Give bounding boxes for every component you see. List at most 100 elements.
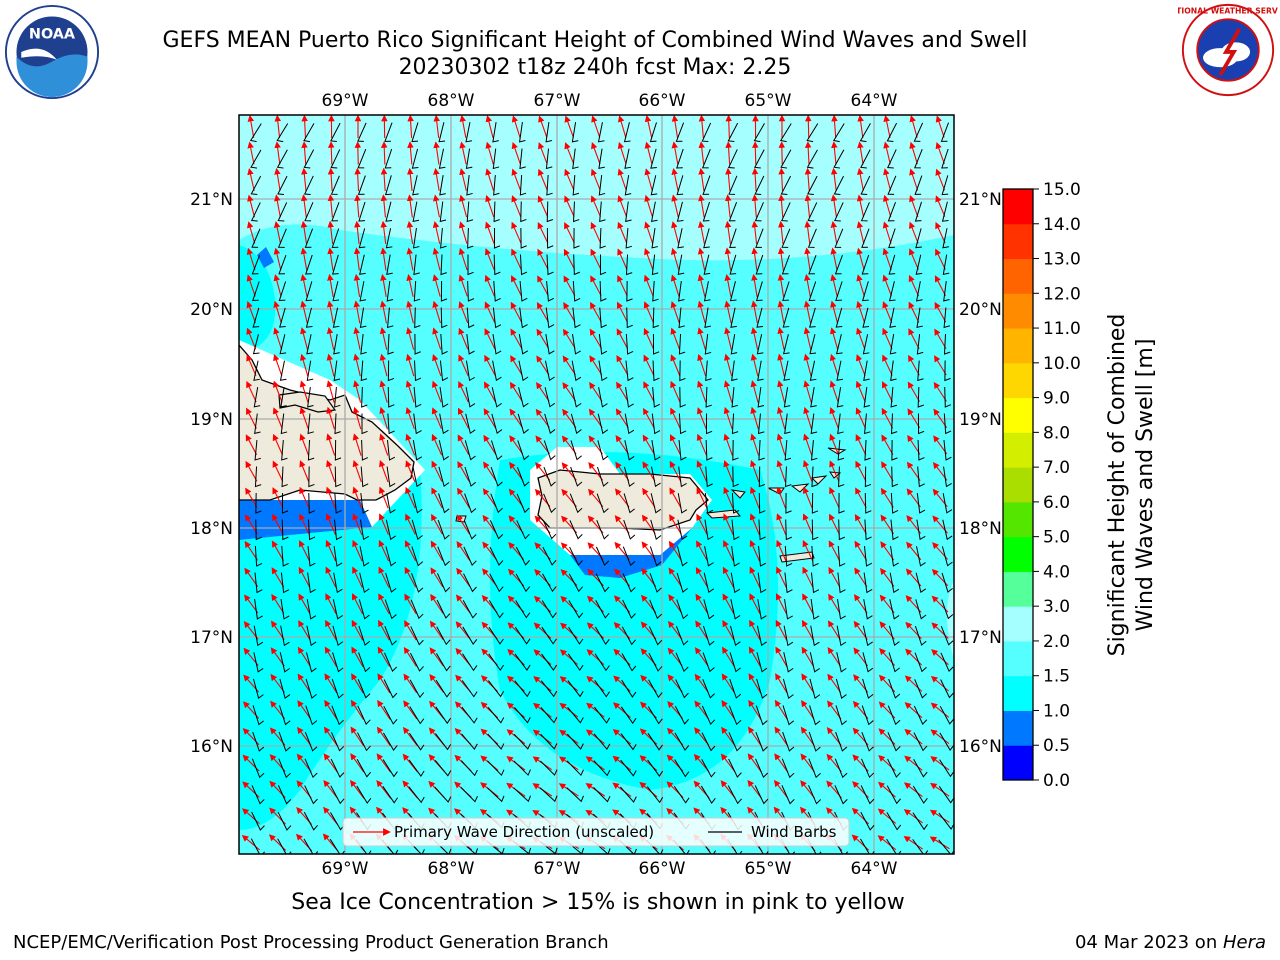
colorbar-segment (1003, 397, 1033, 433)
wave-direction-arrow (352, 406, 362, 430)
wind-barb (944, 386, 951, 408)
wave-direction-arrow (749, 513, 760, 535)
wind-barb (941, 201, 949, 222)
wind-barb (783, 387, 791, 408)
wind-barb (303, 811, 318, 831)
wave-direction-arrow (327, 220, 335, 244)
wind-barb (890, 360, 897, 382)
wave-direction-arrow (904, 728, 923, 745)
wave-direction-arrow (616, 328, 629, 350)
wind-barb (306, 625, 317, 647)
wave-direction-arrow (612, 755, 632, 771)
wave-direction-arrow (908, 248, 919, 270)
wind-barb (568, 600, 584, 619)
wave-direction-arrow (378, 619, 390, 641)
colorbar-segment (1003, 432, 1033, 468)
wave-direction-arrow (750, 486, 760, 509)
wave-direction-arrow (882, 354, 893, 376)
wave-direction-arrow (612, 702, 631, 718)
wind-barb (651, 228, 658, 249)
lat-ticks-right: 21°N 20°N 19°N 18°N 17°N 16°N (959, 190, 1002, 757)
wind-barb (620, 786, 637, 803)
wind-barb (917, 466, 925, 488)
wave-direction-arrow (698, 115, 706, 139)
wave-direction-arrow (857, 115, 864, 138)
colorbar-tick-label: 4.0 (1043, 562, 1070, 582)
wind-barb (387, 307, 394, 329)
wave-direction-arrow (563, 302, 576, 323)
wave-direction-arrow (457, 487, 470, 508)
wave-direction-arrow (751, 220, 759, 245)
wind-barb (488, 626, 504, 645)
wind-barb (254, 599, 263, 620)
wind-barb (943, 440, 952, 461)
wave-direction-arrow (297, 700, 312, 720)
wind-barb (676, 572, 688, 593)
wind-barb (808, 254, 817, 275)
wind-barb (838, 492, 845, 514)
wind-barb (808, 785, 822, 805)
wind-barb (516, 493, 530, 514)
wave-direction-arrow (803, 380, 812, 403)
wind-barb (732, 439, 739, 461)
wind-barb (835, 705, 847, 726)
wind-barb (360, 334, 367, 355)
wind-barb (677, 228, 684, 249)
wind-barb (493, 174, 500, 196)
wave-direction-arrow (537, 221, 549, 244)
wind-barb (543, 493, 557, 514)
wave-direction-arrow (904, 755, 923, 771)
wind-barb (465, 360, 475, 382)
wind-barb (490, 466, 503, 487)
wind-barb (253, 387, 261, 408)
wave-direction-arrow (351, 619, 364, 641)
wave-direction-arrow (589, 381, 603, 402)
wave-direction-arrow (776, 566, 787, 588)
wind-barb (572, 148, 579, 170)
svg-text:NOAA: NOAA (29, 27, 76, 43)
wind-barb (359, 519, 369, 541)
wind-barb (254, 466, 262, 488)
wind-barb (913, 759, 928, 778)
wind-barb (861, 281, 869, 302)
wave-direction-arrow (432, 274, 441, 297)
wind-barb (679, 386, 686, 408)
wave-direction-arrow (432, 327, 442, 350)
wave-direction-arrow (241, 834, 261, 851)
wave-direction-arrow (431, 513, 443, 535)
wind-barb (808, 758, 821, 779)
wind-barb (386, 281, 394, 302)
wind-barb (731, 546, 740, 567)
colorbar-segment (1003, 536, 1033, 572)
wave-direction-arrow (830, 300, 839, 324)
wind-barb (307, 439, 315, 461)
wind-barb (412, 440, 423, 461)
wind-barb (569, 546, 583, 566)
wave-direction-arrow (774, 726, 789, 747)
wave-direction-arrow (590, 168, 601, 191)
wind-barb (439, 175, 446, 196)
wave-direction-arrow (643, 407, 655, 429)
wind-barb (519, 307, 528, 329)
wind-barb (387, 360, 395, 382)
wave-direction-arrow (722, 620, 735, 641)
wind-barb (888, 625, 900, 646)
wave-direction-arrow (246, 354, 257, 376)
wind-barb (516, 466, 530, 487)
wind-barb (677, 493, 688, 514)
wave-direction-arrow (695, 593, 709, 614)
wind-barb (888, 254, 896, 275)
wind-barb (809, 334, 817, 355)
map-title: GEFS MEAN Puerto Rico Significant Height… (162, 28, 1028, 53)
wind-barb (862, 625, 873, 647)
wind-barb (647, 759, 664, 777)
wind-barb (886, 149, 897, 169)
wind-barb (414, 360, 422, 382)
wind-barb (439, 360, 449, 382)
wind-barb (438, 493, 450, 514)
wind-barb (701, 705, 716, 725)
wind-barb (330, 785, 345, 805)
colorbar-segment (1003, 501, 1033, 538)
wind-barb (491, 440, 503, 461)
wave-direction-arrow (724, 220, 732, 244)
